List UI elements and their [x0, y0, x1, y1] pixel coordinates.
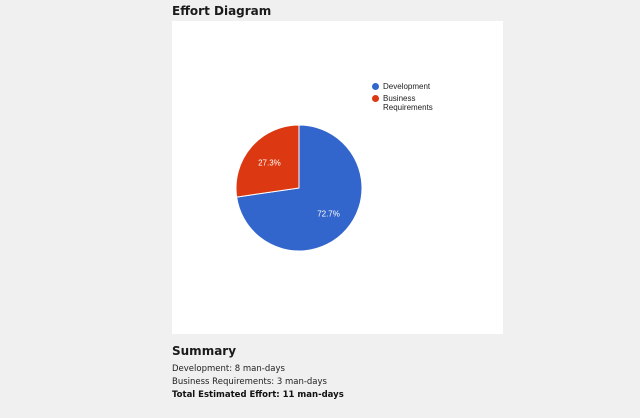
pie-slice-business-requirements[interactable] [235, 124, 300, 198]
pie-label-business-requirements: 27.3% [258, 158, 281, 167]
legend-label: Development [383, 82, 431, 91]
chart-section-title: Effort Diagram [172, 4, 272, 18]
legend-label: Business Requirements [383, 94, 433, 112]
legend-color-swatch [372, 95, 379, 102]
legend-item-business-requirements[interactable]: Business Requirements [372, 94, 453, 112]
summary-title: Summary [172, 344, 237, 358]
summary-development: Development: 8 man-days [172, 364, 285, 374]
summary-business-requirements: Business Requirements: 3 man-days [172, 377, 327, 387]
chart-legend: Development Business Requirements [372, 82, 453, 115]
legend-color-swatch [372, 83, 379, 90]
chart-panel: 72.7% 27.3% Development Business Requireme… [172, 21, 503, 334]
pie-label-development: 72.7% [317, 210, 340, 219]
summary-list: Development: 8 man-days Business Require… [172, 363, 344, 402]
summary-total: Total Estimated Effort: 11 man-days [172, 390, 344, 400]
legend-item-development[interactable]: Development [372, 82, 453, 91]
pie-chart: 72.7% 27.3% [235, 124, 363, 252]
